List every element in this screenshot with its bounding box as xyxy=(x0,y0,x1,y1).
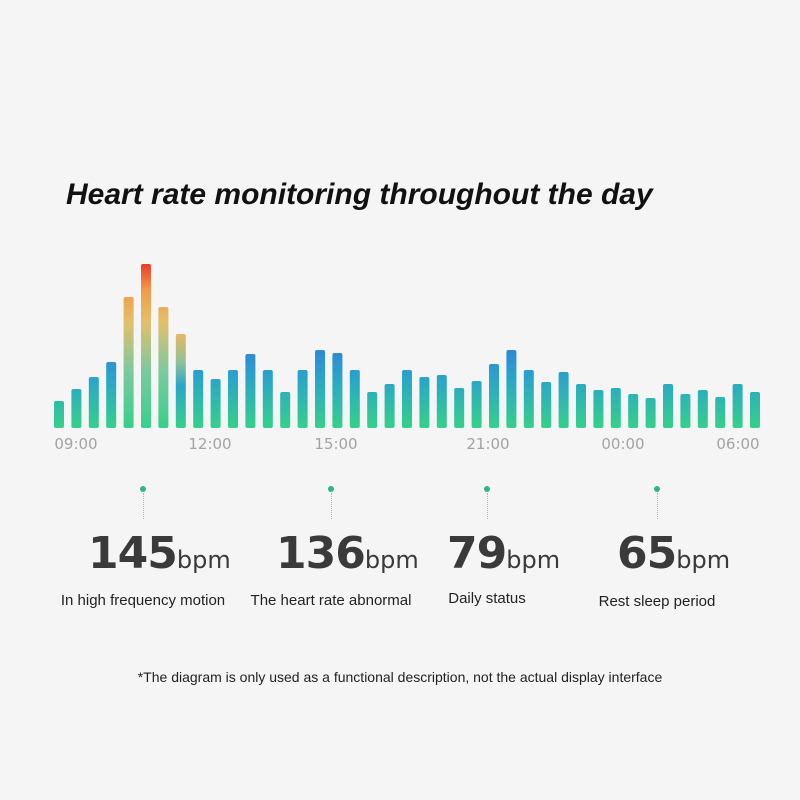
marker-dot xyxy=(484,486,490,492)
x-tick-label: 06:00 xyxy=(716,435,759,453)
bar xyxy=(436,375,447,428)
bar xyxy=(454,388,465,428)
marker-dot xyxy=(140,486,146,492)
stat-label: Rest sleep period xyxy=(598,593,716,610)
bar xyxy=(297,370,308,428)
bars-group xyxy=(54,264,760,428)
bar xyxy=(593,390,604,428)
bar xyxy=(315,350,325,428)
x-axis-ticks: 09:00 12:00 15:00 21:00 00:00 06:00 xyxy=(54,435,759,453)
stat-label: The heart rate abnormal xyxy=(250,592,412,609)
stat-label: In high frequency motion xyxy=(60,592,226,609)
bar xyxy=(54,401,64,428)
bar xyxy=(332,353,343,428)
stat-unit: bpm xyxy=(176,546,231,574)
bar xyxy=(367,392,378,428)
bar xyxy=(419,377,430,428)
bar xyxy=(349,370,360,428)
bar xyxy=(750,392,760,428)
stat-unit: bpm xyxy=(676,546,731,574)
stat-unit: bpm xyxy=(364,546,419,574)
bar xyxy=(489,364,499,428)
bar xyxy=(158,307,169,428)
bar xyxy=(541,382,552,428)
bar xyxy=(576,384,586,428)
stat-value: 65 xyxy=(617,528,677,579)
bar xyxy=(71,389,82,428)
page-title: Heart rate monitoring throughout the day xyxy=(66,178,653,211)
bar xyxy=(106,362,117,428)
x-tick-label: 00:00 xyxy=(601,435,644,453)
bar xyxy=(402,370,412,428)
marker-stem xyxy=(143,493,144,519)
stat-value: 136 xyxy=(276,528,366,579)
bar xyxy=(645,398,656,428)
bar xyxy=(471,381,482,428)
bar xyxy=(506,350,517,428)
stat-value: 79 xyxy=(447,528,507,579)
bar xyxy=(262,370,273,428)
bar xyxy=(558,372,569,428)
footnote: *The diagram is only used as a functiona… xyxy=(137,669,663,685)
bar xyxy=(697,390,708,428)
bar xyxy=(732,384,743,428)
bar xyxy=(193,370,204,428)
stat-value: 145 xyxy=(88,528,178,579)
bar xyxy=(610,388,621,428)
bar xyxy=(680,394,691,428)
bar xyxy=(141,264,151,428)
bar xyxy=(523,370,534,428)
bar xyxy=(384,384,395,428)
bar xyxy=(280,392,291,428)
bar xyxy=(175,334,186,428)
bar xyxy=(663,384,673,428)
bar xyxy=(228,370,238,428)
marker-dot xyxy=(328,486,334,492)
x-tick-label: 21:00 xyxy=(466,435,509,453)
marker-stem xyxy=(487,493,488,519)
bar xyxy=(245,354,256,428)
bar xyxy=(88,377,99,428)
heart-rate-chart: 09:00 12:00 15:00 21:00 00:00 06:00 xyxy=(54,264,760,453)
x-tick-label: 15:00 xyxy=(314,435,357,453)
bar xyxy=(628,394,639,428)
marker-stem xyxy=(657,493,658,519)
bar xyxy=(210,379,221,428)
x-tick-label: 09:00 xyxy=(54,435,97,453)
stat-unit: bpm xyxy=(506,546,561,574)
x-tick-label: 12:00 xyxy=(188,435,231,453)
bar xyxy=(715,397,726,428)
marker-stem xyxy=(331,493,332,519)
marker-dot xyxy=(654,486,660,492)
stat-label: Daily status xyxy=(448,590,526,607)
bar xyxy=(123,297,134,428)
